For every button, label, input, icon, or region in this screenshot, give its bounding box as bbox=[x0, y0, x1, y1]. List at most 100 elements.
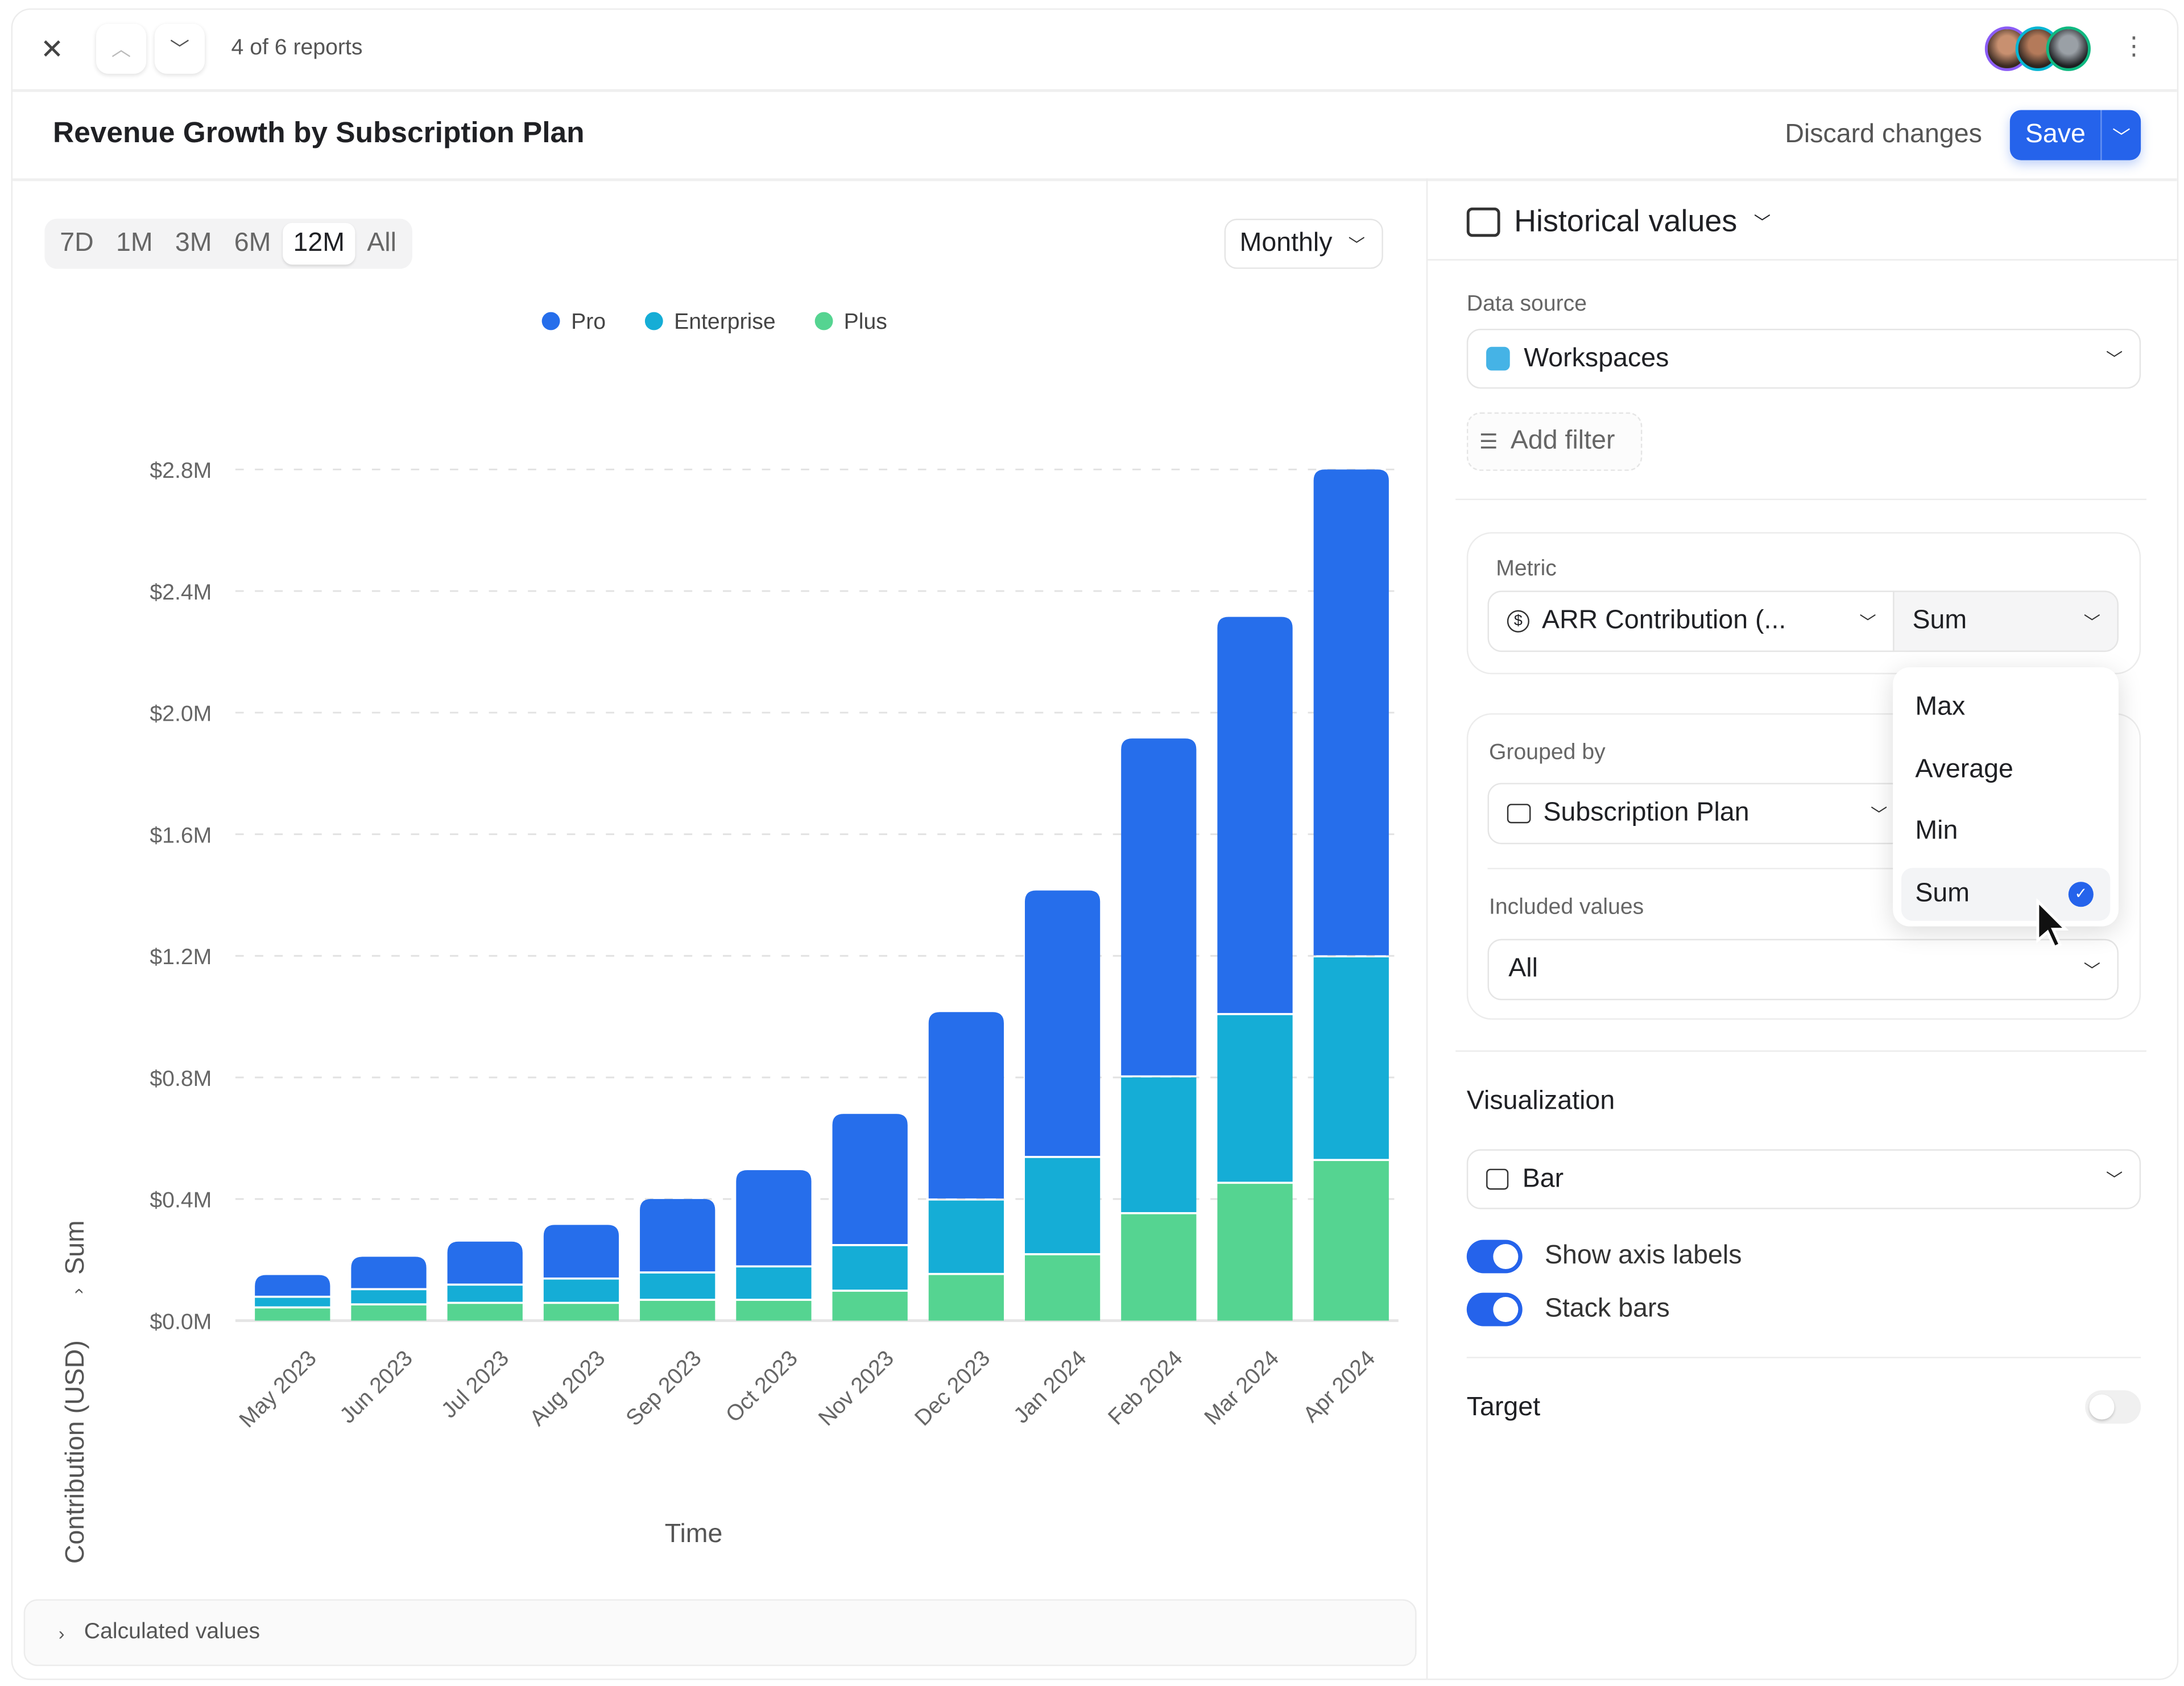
show-axis-labels-toggle[interactable] bbox=[1466, 1239, 1523, 1274]
report-header: Revenue Growth by Subscription Plan Disc… bbox=[13, 92, 2177, 181]
bar-segment-plus[interactable] bbox=[928, 1275, 1004, 1321]
grouped-by-select[interactable]: Subscription Plan ﹀ bbox=[1487, 783, 1906, 845]
filter-sliders-icon: ☰ bbox=[1479, 430, 1498, 454]
bar-segment-plus[interactable] bbox=[351, 1305, 427, 1321]
bar-segment-plus[interactable] bbox=[640, 1300, 715, 1321]
chevron-down-icon[interactable]: ﹀ bbox=[2100, 110, 2141, 160]
metric-select[interactable]: $ ARR Contribution (... ﹀ bbox=[1487, 590, 1895, 652]
x-tick-label: Nov 2023 bbox=[814, 1346, 899, 1431]
x-tick-label: Jun 2023 bbox=[336, 1346, 417, 1428]
bar-segment-pro[interactable] bbox=[543, 1225, 619, 1278]
save-button[interactable]: Save ﹀ bbox=[2009, 110, 2141, 160]
data-source-value: Workspaces bbox=[1524, 343, 1669, 373]
bar-segment-enterprise[interactable] bbox=[928, 1200, 1004, 1273]
x-tick-label: Jan 2024 bbox=[1009, 1346, 1091, 1428]
discard-changes-button[interactable]: Discard changes bbox=[1785, 119, 1982, 150]
legend-swatch bbox=[644, 312, 663, 330]
mode-select[interactable]: Historical values ﹀ bbox=[1466, 204, 1771, 240]
bar-segment-pro[interactable] bbox=[832, 1114, 908, 1245]
bar-segment-pro[interactable] bbox=[1217, 617, 1293, 1013]
bar-stack[interactable] bbox=[543, 1225, 619, 1321]
legend-item-pro[interactable]: Pro bbox=[541, 311, 606, 336]
calculated-values-toggle[interactable]: › Calculated values bbox=[23, 1599, 1417, 1667]
bar-stack[interactable] bbox=[640, 1199, 715, 1321]
next-report-button[interactable]: ﹀ bbox=[155, 24, 205, 74]
bar-stack[interactable] bbox=[736, 1170, 812, 1321]
show-axis-labels-row: Show axis labels bbox=[1466, 1239, 1742, 1274]
bar-segment-enterprise[interactable] bbox=[1121, 1077, 1197, 1212]
legend-item-plus[interactable]: Plus bbox=[814, 311, 887, 336]
data-source-select[interactable]: Workspaces ﹀ bbox=[1466, 328, 2141, 389]
bar-segment-enterprise[interactable] bbox=[447, 1286, 523, 1302]
previous-report-button[interactable]: ︿ bbox=[96, 24, 146, 74]
stack-bars-toggle[interactable] bbox=[1466, 1292, 1523, 1327]
range-tab-6m[interactable]: 6M bbox=[234, 228, 271, 258]
grouped-by-label: Grouped by bbox=[1488, 741, 1606, 765]
bar-stack[interactable] bbox=[1313, 469, 1389, 1321]
bar-stack[interactable] bbox=[928, 1012, 1004, 1321]
bar-segment-pro[interactable] bbox=[255, 1275, 330, 1296]
bar-segment-enterprise[interactable] bbox=[640, 1273, 715, 1299]
chevron-down-icon: ﹀ bbox=[1753, 212, 1771, 232]
bar-segment-pro[interactable] bbox=[736, 1170, 812, 1266]
bar-segment-plus[interactable] bbox=[1313, 1161, 1389, 1321]
bar-segment-enterprise[interactable] bbox=[543, 1279, 619, 1302]
interval-select[interactable]: Monthly ﹀ bbox=[1224, 218, 1383, 269]
bar-stack[interactable] bbox=[1217, 617, 1293, 1321]
bar-segment-plus[interactable] bbox=[543, 1304, 619, 1321]
range-tab-12m[interactable]: 12M bbox=[282, 222, 356, 265]
menu-item-sum[interactable]: Sum ✓ bbox=[1901, 867, 2111, 920]
bar-stack[interactable] bbox=[351, 1257, 427, 1321]
bar-stack[interactable] bbox=[447, 1241, 523, 1321]
bar-segment-pro[interactable] bbox=[1024, 890, 1101, 1156]
bar-segment-plus[interactable] bbox=[255, 1308, 330, 1321]
bar-stack[interactable] bbox=[832, 1114, 908, 1321]
historical-chart-icon bbox=[1466, 206, 1500, 237]
x-tick-label: Aug 2023 bbox=[525, 1346, 610, 1431]
bar-segment-enterprise[interactable] bbox=[736, 1267, 812, 1299]
bar-segment-pro[interactable] bbox=[1121, 738, 1197, 1076]
range-tab-7d[interactable]: 7D bbox=[60, 228, 94, 258]
close-icon[interactable]: ✕ bbox=[40, 35, 64, 66]
bar-segment-enterprise[interactable] bbox=[1024, 1158, 1101, 1254]
chevron-right-icon: › bbox=[58, 1622, 65, 1643]
bar-segment-enterprise[interactable] bbox=[832, 1246, 908, 1290]
bar-segment-enterprise[interactable] bbox=[1313, 957, 1389, 1159]
range-tab-3m[interactable]: 3M bbox=[175, 228, 212, 258]
bar-segment-plus[interactable] bbox=[1217, 1184, 1293, 1321]
menu-item-average[interactable]: Average bbox=[1901, 743, 2110, 796]
bar-segment-pro[interactable] bbox=[928, 1012, 1004, 1199]
metric-value: ARR Contribution (... bbox=[1542, 606, 1786, 635]
target-toggle[interactable] bbox=[2085, 1390, 2141, 1424]
bar-segment-pro[interactable] bbox=[447, 1241, 523, 1284]
bar-segment-pro[interactable] bbox=[1313, 469, 1389, 956]
bar-stack[interactable] bbox=[1024, 890, 1101, 1321]
range-tab-1m[interactable]: 1M bbox=[115, 228, 153, 258]
bar-segment-enterprise[interactable] bbox=[351, 1290, 427, 1304]
bar-stack[interactable] bbox=[1121, 738, 1197, 1321]
bar-segment-plus[interactable] bbox=[1024, 1255, 1101, 1321]
y-tick-label: $0.8M bbox=[150, 1067, 212, 1091]
bar-segment-plus[interactable] bbox=[1121, 1214, 1197, 1321]
avatar-group[interactable] bbox=[1984, 26, 2096, 71]
aggregate-select[interactable]: Sum ﹀ bbox=[1893, 590, 2119, 652]
add-filter-button[interactable]: ☰ Add filter bbox=[1466, 412, 1643, 471]
bar-stack[interactable] bbox=[255, 1275, 330, 1321]
menu-item-min[interactable]: Min bbox=[1901, 805, 2110, 858]
bar-segment-pro[interactable] bbox=[640, 1199, 715, 1272]
avatar bbox=[2046, 26, 2091, 71]
bar-segment-plus[interactable] bbox=[736, 1300, 812, 1321]
bar-segment-enterprise[interactable] bbox=[255, 1297, 330, 1307]
more-options-icon[interactable]: ⋮ bbox=[2121, 32, 2146, 60]
y-axis-label-group[interactable]: ARR Contribution (USD) › Sum bbox=[60, 1220, 89, 1570]
menu-item-max[interactable]: Max bbox=[1901, 681, 2110, 734]
bar-segment-enterprise[interactable] bbox=[1217, 1015, 1293, 1182]
bar-segment-plus[interactable] bbox=[447, 1304, 523, 1321]
bar-segment-pro[interactable] bbox=[351, 1257, 427, 1288]
bar-segment-plus[interactable] bbox=[832, 1291, 908, 1321]
range-tab-all[interactable]: All bbox=[367, 228, 397, 258]
legend-item-enterprise[interactable]: Enterprise bbox=[644, 311, 776, 336]
visualization-select[interactable]: Bar ﹀ bbox=[1466, 1149, 2141, 1209]
included-values-select[interactable]: All ﹀ bbox=[1487, 939, 2119, 1001]
time-range-tabs: 7D 1M 3M 6M 12M All bbox=[44, 218, 412, 269]
